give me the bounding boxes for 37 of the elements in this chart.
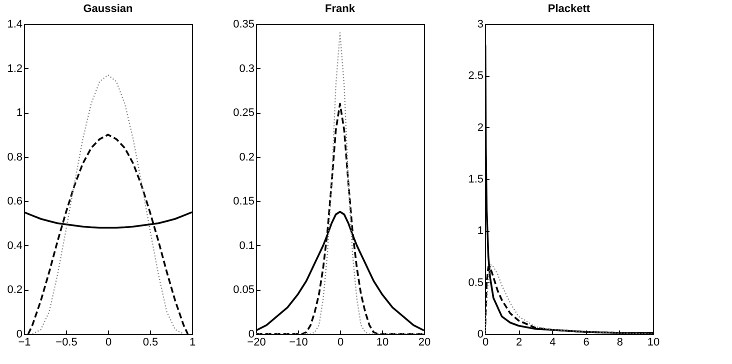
x-tick-label: 0 — [337, 336, 344, 348]
y-tick-label: 3 — [477, 18, 484, 30]
x-tick-label: 2 — [516, 336, 522, 348]
y-tick-label: 0.6 — [7, 196, 22, 208]
y-tick-label: 1.5 — [468, 174, 484, 186]
y-tick-label: 0.35 — [233, 18, 254, 30]
chart-title: Frank — [325, 3, 356, 15]
y-tick-label: 0.2 — [239, 151, 254, 164]
y-tick-label: 0.25 — [233, 107, 254, 120]
y-tick-label: 0 — [477, 328, 484, 340]
y-tick-label: 1.4 — [7, 18, 22, 30]
y-tick-label: 2.5 — [468, 70, 484, 82]
y-tick-label: 0.5 — [468, 276, 484, 289]
y-tick-label: 0.2 — [7, 284, 22, 296]
y-tick-label: 0.8 — [7, 151, 22, 164]
y-tick-label: 0.05 — [233, 284, 254, 296]
x-tick-label: 0.5 — [142, 336, 158, 348]
y-tick-label: 0.1 — [239, 240, 254, 252]
x-tick-label: 1 — [189, 336, 196, 348]
x-tick-label: 8 — [616, 336, 623, 348]
x-tick-label: −10 — [289, 336, 308, 348]
y-tick-label: 1.2 — [7, 62, 22, 75]
x-tick-label: 4 — [550, 336, 556, 348]
y-tick-label: 1 — [16, 107, 22, 120]
x-tick-label: −0.5 — [56, 336, 78, 348]
x-tick-label: 10 — [376, 336, 389, 348]
x-tick-label: 0 — [105, 336, 112, 348]
chart-title: Gaussian — [83, 3, 134, 15]
chart-title: Plackett — [548, 3, 590, 15]
y-tick-label: 1 — [477, 225, 484, 238]
x-tick-label: 20 — [418, 336, 431, 348]
x-tick-label: 10 — [647, 336, 660, 348]
y-tick-label: 0.4 — [7, 240, 22, 252]
x-tick-label: 6 — [583, 336, 590, 348]
y-tick-label: 0.3 — [239, 62, 254, 75]
y-tick-label: 0.15 — [233, 196, 254, 208]
y-tick-label: 2 — [477, 122, 484, 134]
